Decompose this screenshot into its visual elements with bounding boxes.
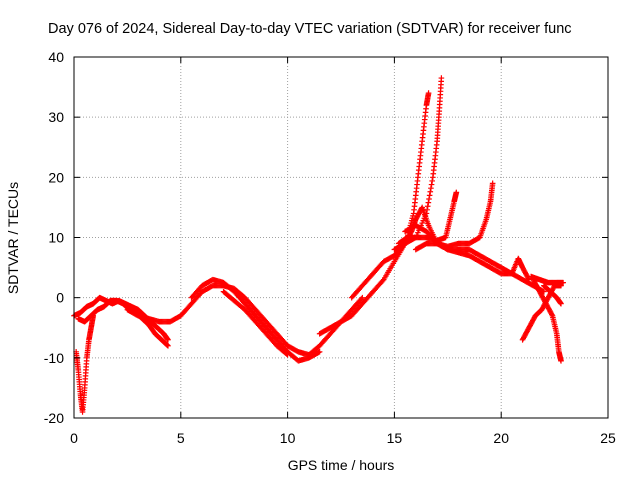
y-tick-label: 0 xyxy=(56,290,64,306)
data-point xyxy=(424,203,431,210)
data-point xyxy=(426,196,432,202)
data-point xyxy=(425,90,432,96)
data-point xyxy=(489,180,496,187)
x-tick-label: 0 xyxy=(70,430,78,446)
data-point xyxy=(426,192,433,199)
data-point xyxy=(549,311,555,318)
data-point xyxy=(427,188,434,195)
data-point xyxy=(558,358,564,364)
data-point xyxy=(453,189,460,196)
x-axis-label: GPS time / hours xyxy=(288,457,395,473)
y-tick-label: 40 xyxy=(48,49,64,65)
y-tick-label: -20 xyxy=(44,410,64,426)
data-point xyxy=(424,207,430,213)
data-point xyxy=(164,342,171,348)
axis-ticks: 0 5 10 15 20 25 -20 -10 0 10 20 30 40 xyxy=(44,49,616,446)
data-point xyxy=(428,181,435,188)
chart-title: Day 076 of 2024, Sidereal Day-to-day VTE… xyxy=(48,21,572,37)
y-tick-label: -10 xyxy=(44,350,64,366)
series-arc-6 xyxy=(220,288,291,358)
data-point xyxy=(90,312,97,319)
series-arc-16 xyxy=(541,282,564,307)
y-tick-label: 20 xyxy=(48,169,64,185)
x-tick-label: 20 xyxy=(493,430,509,446)
series-arc-9 xyxy=(391,75,445,253)
data-points xyxy=(71,75,566,415)
series-arc-4 xyxy=(124,282,366,358)
data-point xyxy=(560,279,566,286)
x-tick-label: 10 xyxy=(280,430,296,446)
data-point xyxy=(316,349,323,355)
data-point xyxy=(428,185,434,191)
y-tick-label: 10 xyxy=(48,230,64,246)
data-point xyxy=(438,75,445,81)
data-point xyxy=(379,278,386,284)
x-tick-label: 25 xyxy=(600,430,616,446)
x-tick-label: 5 xyxy=(177,430,185,446)
data-point xyxy=(165,336,171,343)
x-tick-label: 15 xyxy=(387,430,403,446)
data-point xyxy=(283,351,290,357)
series-arc-15 xyxy=(530,276,564,364)
y-tick-label: 30 xyxy=(48,109,64,125)
data-point xyxy=(429,178,436,184)
y-axis-label: SDTVAR / TECUs xyxy=(5,182,21,294)
data-point xyxy=(558,300,564,307)
data-point xyxy=(423,210,430,217)
data-point xyxy=(315,349,322,356)
data-point xyxy=(284,352,291,358)
data-point xyxy=(358,296,365,302)
grid-lines xyxy=(74,57,608,418)
series-arc-12 xyxy=(402,222,532,283)
series-arc-5 xyxy=(188,276,323,364)
data-point xyxy=(359,294,366,301)
data-point xyxy=(165,343,171,349)
series-arc-3 xyxy=(73,312,97,415)
data-point xyxy=(425,199,432,206)
data-point xyxy=(558,282,564,289)
